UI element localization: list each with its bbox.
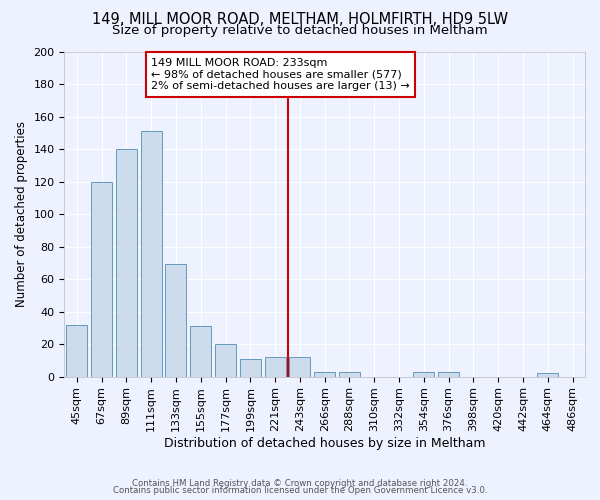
Bar <box>438 372 459 376</box>
X-axis label: Distribution of detached houses by size in Meltham: Distribution of detached houses by size … <box>164 437 485 450</box>
Text: 149 MILL MOOR ROAD: 233sqm
← 98% of detached houses are smaller (577)
2% of semi: 149 MILL MOOR ROAD: 233sqm ← 98% of deta… <box>151 58 410 91</box>
Y-axis label: Number of detached properties: Number of detached properties <box>15 121 28 307</box>
Bar <box>537 374 559 376</box>
Bar <box>240 358 261 376</box>
Bar <box>140 131 162 376</box>
Text: Size of property relative to detached houses in Meltham: Size of property relative to detached ho… <box>112 24 488 37</box>
Bar <box>66 324 88 376</box>
Bar <box>116 149 137 376</box>
Bar <box>339 372 360 376</box>
Bar <box>215 344 236 376</box>
Bar <box>413 372 434 376</box>
Text: Contains public sector information licensed under the Open Government Licence v3: Contains public sector information licen… <box>113 486 487 495</box>
Bar <box>166 264 187 376</box>
Bar <box>190 326 211 376</box>
Bar <box>91 182 112 376</box>
Text: Contains HM Land Registry data © Crown copyright and database right 2024.: Contains HM Land Registry data © Crown c… <box>132 478 468 488</box>
Text: 149, MILL MOOR ROAD, MELTHAM, HOLMFIRTH, HD9 5LW: 149, MILL MOOR ROAD, MELTHAM, HOLMFIRTH,… <box>92 12 508 28</box>
Bar <box>265 357 286 376</box>
Bar <box>314 372 335 376</box>
Bar <box>289 357 310 376</box>
